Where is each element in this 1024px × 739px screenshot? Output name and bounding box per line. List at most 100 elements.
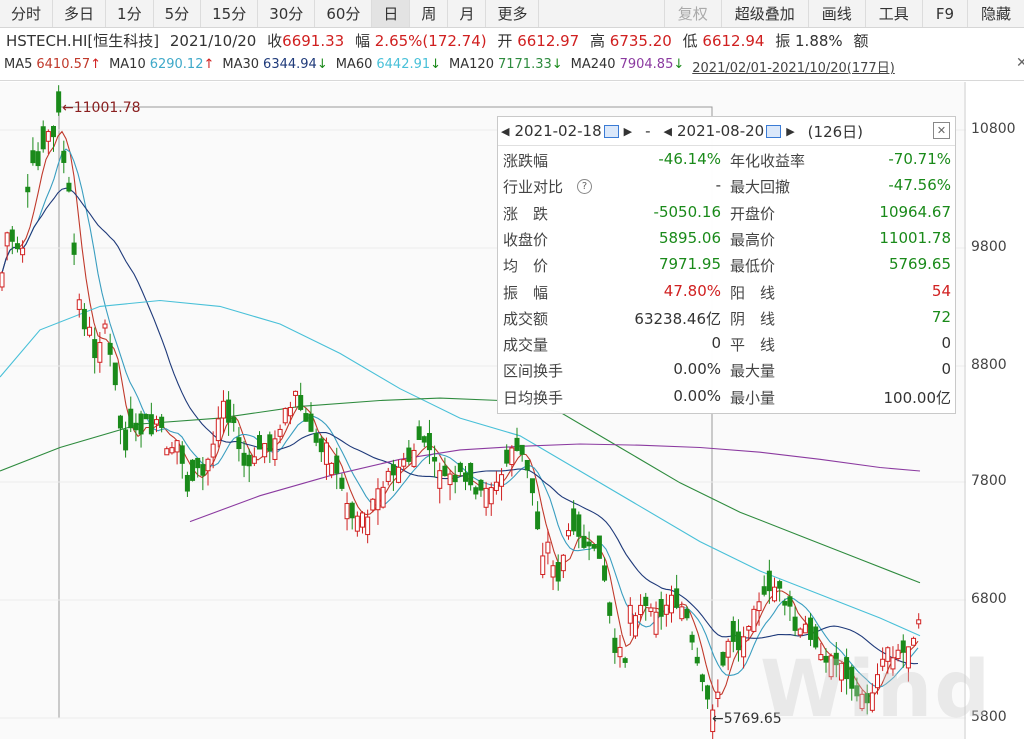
candle-body[interactable] xyxy=(25,186,31,193)
candle-body[interactable] xyxy=(715,691,721,699)
ma-legend-item[interactable]: MA10 6290.12↑ xyxy=(109,57,214,76)
candle-body[interactable] xyxy=(591,544,597,549)
period-tab[interactable]: 分时 xyxy=(0,0,54,27)
candle-body[interactable] xyxy=(262,443,268,458)
ma-legend-item[interactable]: MA30 6344.94↓ xyxy=(222,57,327,76)
candle-body[interactable] xyxy=(612,637,618,653)
period-tab[interactable]: 周 xyxy=(410,0,449,27)
candle-body[interactable] xyxy=(653,611,659,635)
candle-body[interactable] xyxy=(617,646,623,658)
candle-body[interactable] xyxy=(560,554,566,572)
start-date[interactable]: 2021-02-18 xyxy=(514,122,602,140)
candle-body[interactable] xyxy=(911,637,917,646)
candle-body[interactable] xyxy=(421,436,427,443)
candle-body[interactable] xyxy=(267,434,273,452)
candle-body[interactable] xyxy=(385,470,391,482)
candle-body[interactable] xyxy=(890,657,896,670)
candle-body[interactable] xyxy=(375,488,381,511)
candle-body[interactable] xyxy=(390,464,396,476)
candle-body[interactable] xyxy=(298,395,304,410)
candle-body[interactable] xyxy=(694,656,700,664)
candle-body[interactable] xyxy=(432,456,438,462)
candle-body[interactable] xyxy=(514,437,520,451)
candle-body[interactable] xyxy=(844,657,850,680)
candle-body[interactable] xyxy=(380,486,386,508)
candle-body[interactable] xyxy=(344,503,350,520)
candle-body[interactable] xyxy=(916,619,922,625)
candle-body[interactable] xyxy=(102,323,108,329)
candle-body[interactable] xyxy=(864,693,870,704)
candle-body[interactable] xyxy=(797,628,803,636)
candle-body[interactable] xyxy=(905,646,911,669)
tool-tab[interactable]: 画线 xyxy=(807,0,865,27)
candle-body[interactable] xyxy=(40,126,46,150)
candle-body[interactable] xyxy=(277,428,283,437)
candle-body[interactable] xyxy=(710,709,716,733)
candle-body[interactable] xyxy=(751,608,757,632)
candle-body[interactable] xyxy=(241,452,247,466)
candle-body[interactable] xyxy=(792,616,798,631)
candle-body[interactable] xyxy=(483,487,489,508)
candle-body[interactable] xyxy=(308,413,314,432)
candle-body[interactable] xyxy=(97,342,103,363)
candle-body[interactable] xyxy=(885,647,891,662)
candle-body[interactable] xyxy=(880,658,886,667)
candle-body[interactable] xyxy=(128,408,134,429)
candle-body[interactable] xyxy=(854,685,860,697)
candle-body[interactable] xyxy=(303,413,309,422)
ma-legend-item[interactable]: MA240 7904.85↓ xyxy=(571,57,685,76)
candle-body[interactable] xyxy=(808,617,814,640)
candle-body[interactable] xyxy=(478,479,484,491)
tool-tab[interactable]: 工具 xyxy=(864,0,922,27)
candle-body[interactable] xyxy=(293,390,299,396)
period-tab[interactable]: 30分 xyxy=(258,0,316,27)
candle-body[interactable] xyxy=(76,299,82,310)
candle-body[interactable] xyxy=(488,487,494,505)
candle-body[interactable] xyxy=(339,477,345,489)
candle-body[interactable] xyxy=(447,473,453,486)
candle-body[interactable] xyxy=(669,594,674,614)
candle-body[interactable] xyxy=(457,462,463,473)
candle-body[interactable] xyxy=(689,634,695,643)
candle-body[interactable] xyxy=(777,581,783,589)
candle-body[interactable] xyxy=(875,674,880,689)
candle-body[interactable] xyxy=(45,131,51,142)
candle-body[interactable] xyxy=(313,433,319,443)
candle-body[interactable] xyxy=(9,229,15,242)
candle-body[interactable] xyxy=(813,626,819,648)
next-start-arrow-icon[interactable]: ▶ xyxy=(623,124,633,138)
candle-body[interactable] xyxy=(468,463,474,486)
candle-body[interactable] xyxy=(658,599,664,617)
ma-legend-item[interactable]: MA5 6410.57↑ xyxy=(4,57,101,76)
candle-body[interactable] xyxy=(684,609,690,619)
candle-body[interactable] xyxy=(184,474,190,492)
candle-body[interactable] xyxy=(210,443,216,458)
candle-body[interactable] xyxy=(154,419,159,425)
candle-body[interactable] xyxy=(818,654,824,661)
candle-body[interactable] xyxy=(246,454,252,467)
end-date[interactable]: 2021-08-20 xyxy=(677,122,765,140)
candle-body[interactable] xyxy=(365,516,371,536)
candle-body[interactable] xyxy=(571,508,577,532)
candle-body[interactable] xyxy=(725,640,731,658)
candle-body[interactable] xyxy=(190,459,196,481)
candle-body[interactable] xyxy=(679,606,685,620)
candle-body[interactable] xyxy=(236,437,242,450)
candle-body[interactable] xyxy=(632,615,638,637)
candle-body[interactable] xyxy=(169,447,175,454)
candle-body[interactable] xyxy=(838,662,844,681)
candle-body[interactable] xyxy=(705,685,711,700)
candle-body[interactable] xyxy=(504,449,510,464)
candle-body[interactable] xyxy=(529,478,535,494)
candle-body[interactable] xyxy=(220,400,226,419)
candle-body[interactable] xyxy=(66,182,72,192)
help-icon[interactable]: ? xyxy=(577,179,592,195)
tool-tab[interactable]: 隐藏 xyxy=(966,0,1024,27)
candle-body[interactable] xyxy=(833,652,839,666)
next-end-arrow-icon[interactable]: ▶ xyxy=(786,124,795,138)
candle-body[interactable] xyxy=(174,440,180,453)
candle-body[interactable] xyxy=(14,243,20,250)
candle-body[interactable] xyxy=(148,414,154,435)
prev-end-arrow-icon[interactable]: ◀ xyxy=(663,124,673,138)
candle-body[interactable] xyxy=(602,565,608,581)
